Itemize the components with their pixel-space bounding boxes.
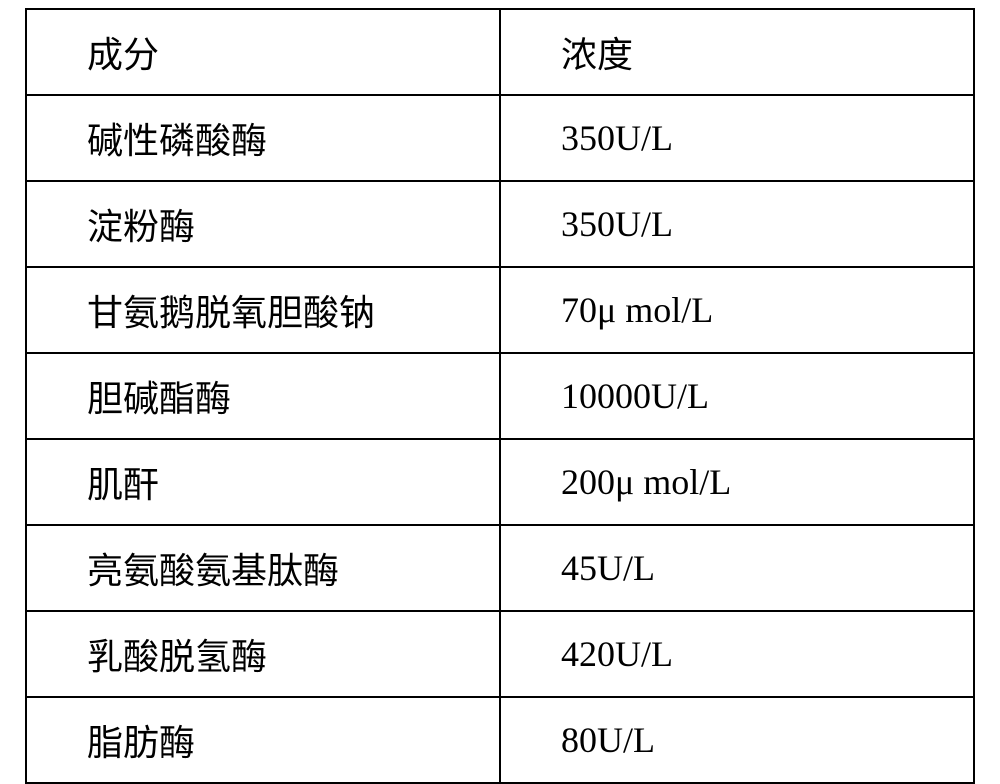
cell-concentration: 200μ mol/L (500, 439, 974, 525)
components-concentration-table: 成分 浓度 碱性磷酸酶 350U/L 淀粉酶 350U/L 甘氨鹅脱氧胆酸钠 7… (25, 8, 975, 784)
table-row: 乳酸脱氢酶 420U/L (26, 611, 974, 697)
table-row: 脂肪酶 80U/L (26, 697, 974, 783)
cell-component: 乳酸脱氢酶 (26, 611, 500, 697)
cell-concentration: 350U/L (500, 181, 974, 267)
cell-concentration: 80U/L (500, 697, 974, 783)
cell-concentration: 420U/L (500, 611, 974, 697)
cell-component: 碱性磷酸酶 (26, 95, 500, 181)
header-component: 成分 (26, 9, 500, 95)
table-row: 淀粉酶 350U/L (26, 181, 974, 267)
cell-component: 胆碱酯酶 (26, 353, 500, 439)
header-concentration: 浓度 (500, 9, 974, 95)
cell-concentration: 350U/L (500, 95, 974, 181)
cell-concentration: 70μ mol/L (500, 267, 974, 353)
cell-component: 肌酐 (26, 439, 500, 525)
table-row: 亮氨酸氨基肽酶 45U/L (26, 525, 974, 611)
cell-component: 脂肪酶 (26, 697, 500, 783)
table-row: 肌酐 200μ mol/L (26, 439, 974, 525)
table-header-row: 成分 浓度 (26, 9, 974, 95)
cell-concentration: 10000U/L (500, 353, 974, 439)
cell-component: 亮氨酸氨基肽酶 (26, 525, 500, 611)
cell-component: 甘氨鹅脱氧胆酸钠 (26, 267, 500, 353)
cell-component: 淀粉酶 (26, 181, 500, 267)
table-row: 胆碱酯酶 10000U/L (26, 353, 974, 439)
cell-concentration: 45U/L (500, 525, 974, 611)
table-row: 甘氨鹅脱氧胆酸钠 70μ mol/L (26, 267, 974, 353)
table-row: 碱性磷酸酶 350U/L (26, 95, 974, 181)
